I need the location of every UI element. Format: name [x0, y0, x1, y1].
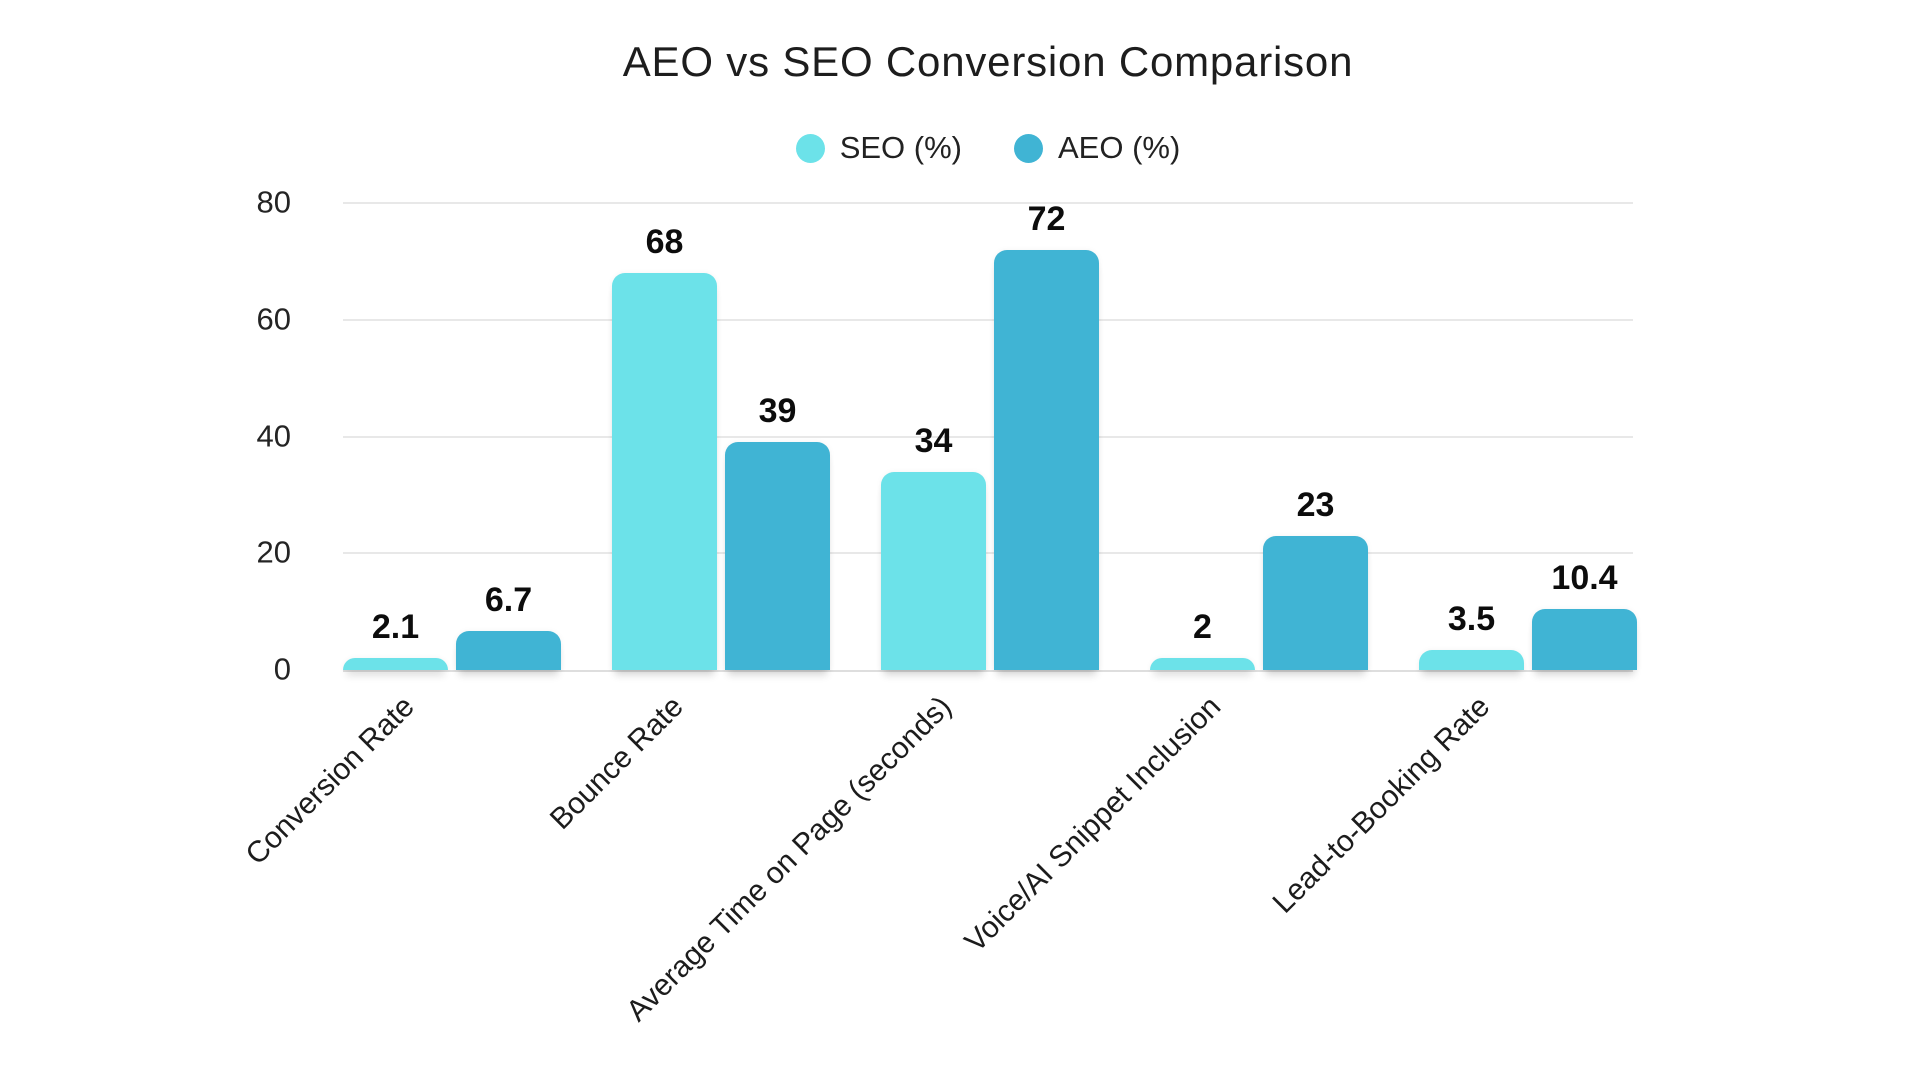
y-tick-label-20: 20 [256, 534, 291, 570]
value-label: 39 [758, 392, 797, 431]
x-axis-label: Voice/AI Snippet Inclusion [958, 690, 1228, 959]
bar-seo-5: 3.5 [1419, 600, 1524, 670]
value-label: 2.1 [371, 607, 420, 646]
legend-label: AEO (%) [1058, 130, 1181, 165]
value-label: 3.5 [1447, 599, 1496, 638]
y-tick-label-40: 40 [256, 417, 291, 453]
gridline-60 [343, 318, 1633, 321]
bar-group-2: 68 39 [612, 223, 830, 670]
gridline-20 [343, 552, 1633, 555]
bar-seo-1: 2.1 [343, 608, 448, 670]
y-tick-label-60: 60 [256, 301, 291, 337]
gridline-40 [343, 435, 1633, 438]
x-axis-label: Lead-to-Booking Rate [1266, 690, 1497, 920]
bar-aeo-2: 39 [725, 392, 830, 670]
value-label: 34 [914, 421, 953, 460]
bar-aeo-1: 6.7 [456, 581, 561, 670]
x-axis-label: Conversion Rate [238, 690, 421, 872]
value-label: 2 [1193, 608, 1212, 647]
chart-legend: SEO (%) AEO (%) [343, 120, 1633, 176]
bar-group-3: 34 72 [881, 200, 1099, 670]
legend-item-aeo: AEO (%) [1014, 130, 1180, 166]
y-axis: 0 20 40 60 80 [0, 184, 317, 686]
y-tick-label-0: 0 [273, 651, 291, 687]
legend-label: SEO (%) [839, 130, 962, 165]
legend-swatch-icon [795, 133, 825, 163]
bar-group-1: 2.1 6.7 [343, 581, 561, 670]
bar-aeo-4: 23 [1263, 486, 1368, 670]
gridline-80 [343, 202, 1633, 204]
plot-area: 2.1 6.7 68 39 34 72 2 23 3.5 10.4 [343, 200, 1637, 672]
legend-swatch-icon [1014, 133, 1043, 163]
y-tick-label-80: 80 [256, 184, 291, 220]
value-label: 72 [1027, 199, 1066, 238]
bar-seo-3: 34 [881, 422, 986, 670]
chart-title: AEO vs SEO Conversion Comparison [622, 38, 1354, 85]
value-label: 68 [645, 223, 684, 262]
bar-group-5: 3.5 10.4 [1419, 559, 1637, 670]
bar-aeo-5: 10.4 [1532, 559, 1637, 670]
value-label: 10.4 [1551, 559, 1618, 598]
x-axis-label: Average Time on Page (seconds) [620, 690, 959, 1028]
value-label: 23 [1296, 485, 1335, 524]
x-axis-label: Bounce Rate [543, 690, 690, 836]
bar-seo-4: 2 [1150, 608, 1255, 670]
legend-item-seo: SEO (%) [795, 130, 962, 166]
value-label: 6.7 [484, 580, 533, 619]
bar-group-4: 2 23 [1150, 486, 1368, 670]
bar-aeo-3: 72 [994, 200, 1099, 670]
bar-seo-2: 68 [612, 223, 717, 670]
